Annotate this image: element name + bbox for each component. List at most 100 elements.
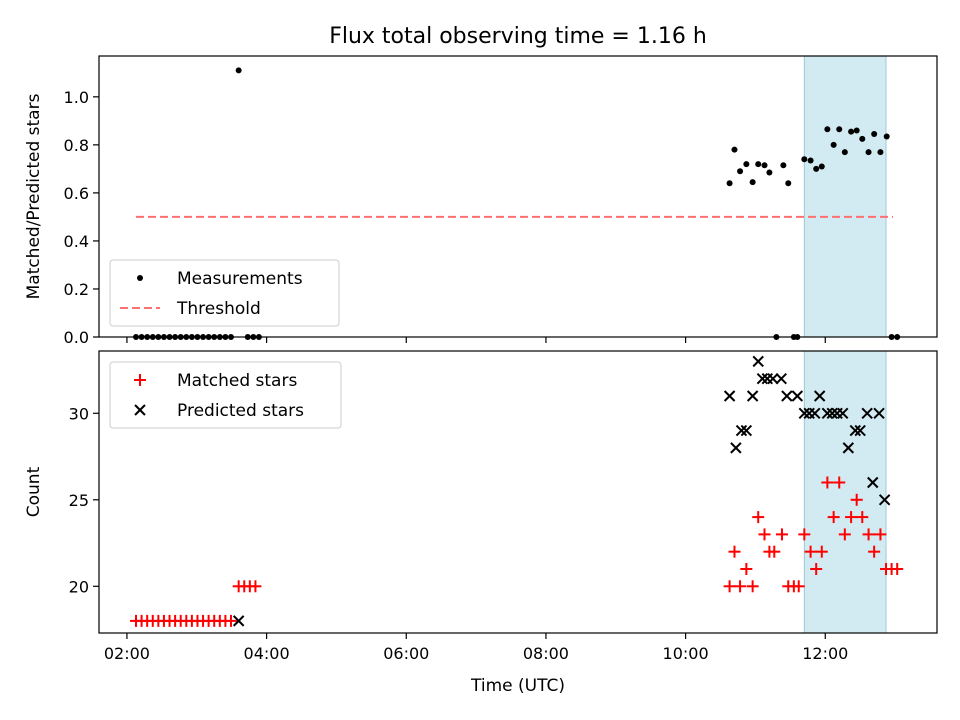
panel-2-point xyxy=(723,580,736,593)
legend-box xyxy=(109,259,340,327)
cross-marker-d2 xyxy=(767,372,779,385)
panel-1-frame xyxy=(98,55,938,338)
panel-2-series-matched-stars xyxy=(130,476,904,627)
cross-marker-d2 xyxy=(826,407,838,419)
panel-1-y-tick-label: 0.8 xyxy=(64,136,89,155)
panel-2-point xyxy=(838,528,851,541)
legend-marker-cross-d2 xyxy=(134,404,146,416)
x-axis-label: Time (UTC) xyxy=(470,676,565,696)
panel-2-point xyxy=(861,407,873,419)
panel-2-point xyxy=(232,615,245,627)
cross-marker-d2 xyxy=(791,390,804,402)
panel-1-point xyxy=(836,126,843,133)
panel-2-point xyxy=(804,545,817,558)
panel-1-point xyxy=(841,149,848,156)
cross-marker-d2 xyxy=(723,390,736,402)
panel-2-point xyxy=(842,442,855,454)
cross-marker-d2 xyxy=(756,372,769,385)
legend-label: Threshold xyxy=(176,299,261,319)
panel-1-point xyxy=(761,162,768,169)
panel-1-y-tick-label: 0.4 xyxy=(64,232,89,251)
cross-marker-d2 xyxy=(746,390,759,402)
legend-label: Matched stars xyxy=(177,371,297,391)
panel-2-point xyxy=(821,407,834,419)
panel-1-point xyxy=(807,157,814,164)
cross-marker-d2 xyxy=(232,615,245,627)
panel-2-point xyxy=(752,355,764,368)
panel-2-point xyxy=(781,390,793,402)
panel-2-point xyxy=(813,390,826,402)
cross-marker-d2 xyxy=(854,424,866,437)
panel-1-y-tick-label: 0.0 xyxy=(64,328,89,347)
cross-marker-d2 xyxy=(798,407,811,419)
panel-2-point xyxy=(746,390,759,402)
panel-2-point xyxy=(746,580,759,593)
panel-1-highlight-span xyxy=(803,55,887,338)
panel-2-y-tick-label: 25 xyxy=(69,491,89,510)
panel-1: 0.0 0.2 0.4 0.6 0.8 1.0 Matched/Predicted star… xyxy=(24,55,938,347)
legend-item: Predicted stars xyxy=(134,401,304,421)
cross-marker-d2 xyxy=(821,407,834,419)
panel-1-y-axis-label: Matched/Predicted stars xyxy=(24,93,44,299)
cross-marker-d2 xyxy=(740,424,753,437)
panel-1-point xyxy=(813,165,820,172)
cross-marker-d2 xyxy=(867,476,879,489)
panel-2-point xyxy=(874,528,887,541)
panel-2-point xyxy=(867,476,879,489)
cross-marker-d2 xyxy=(842,442,855,454)
panel-2-point xyxy=(728,545,741,558)
panel-2-point xyxy=(775,528,788,541)
panel-2-x-tick-label: 04:00 xyxy=(244,644,290,663)
cross-marker-d2 xyxy=(849,424,862,437)
legend-label: Measurements xyxy=(177,269,303,289)
panel-2-point xyxy=(809,407,821,419)
panel-1-point xyxy=(749,179,756,186)
panel-1-point xyxy=(743,161,750,168)
panel-1-point xyxy=(726,180,733,187)
panel-2-point xyxy=(891,562,904,575)
panel-2-y-tick-label: 20 xyxy=(69,577,89,596)
panel-2-point xyxy=(833,476,846,489)
panel-2-point xyxy=(740,424,753,437)
panel-2-x-tick-label: 10:00 xyxy=(663,644,709,663)
panel-1-y-tick-label: 0.2 xyxy=(64,280,89,299)
panel-1-point xyxy=(801,156,808,163)
panel-2-x-tick-label: 08:00 xyxy=(523,644,569,663)
panel-2-point xyxy=(734,580,747,593)
panel-2-point xyxy=(730,442,742,454)
cross-marker-d2 xyxy=(809,407,821,419)
legend-label: Predicted stars xyxy=(177,401,304,421)
cross-marker-d2 xyxy=(735,424,748,437)
panel-2-point xyxy=(775,372,787,385)
cross-marker-d2 xyxy=(861,407,873,419)
panel-2-point xyxy=(826,407,838,419)
panel-1-point xyxy=(235,67,242,74)
panel-2-legend: Matched stars Predicted stars xyxy=(109,361,342,429)
panel-2-x-tick-label: 12:00 xyxy=(802,644,848,663)
panel-1-y-tick-label: 0.6 xyxy=(64,184,89,203)
panel-2-point xyxy=(868,545,881,558)
panel-1-point xyxy=(785,180,792,187)
panel-1-point xyxy=(865,149,872,156)
cross-marker-d2 xyxy=(878,494,891,506)
cross-marker-d2 xyxy=(781,390,793,402)
panel-1-point xyxy=(755,161,762,168)
chart-title: Flux total observing time = 1.16 h xyxy=(329,24,707,49)
legend-marker-dot xyxy=(137,275,143,281)
panel-2-point xyxy=(723,390,736,402)
cross-marker-d2 xyxy=(730,442,742,454)
cross-marker-d2 xyxy=(873,407,885,419)
panel-2-y-tick-label: 30 xyxy=(69,404,89,423)
legend-item: Threshold xyxy=(120,299,261,319)
panel-2-point xyxy=(735,424,748,437)
panel-2-frame xyxy=(98,350,938,634)
legend-item: Matched stars xyxy=(134,371,297,391)
panel-1-point xyxy=(853,127,860,134)
panel-1-series-measurements xyxy=(133,67,901,340)
panel-1-y-tick-label: 1.0 xyxy=(64,88,89,107)
panel-1-point xyxy=(824,126,831,133)
panel-1-point xyxy=(871,131,878,138)
panel-1-legend: Measurements Threshold xyxy=(109,259,340,327)
